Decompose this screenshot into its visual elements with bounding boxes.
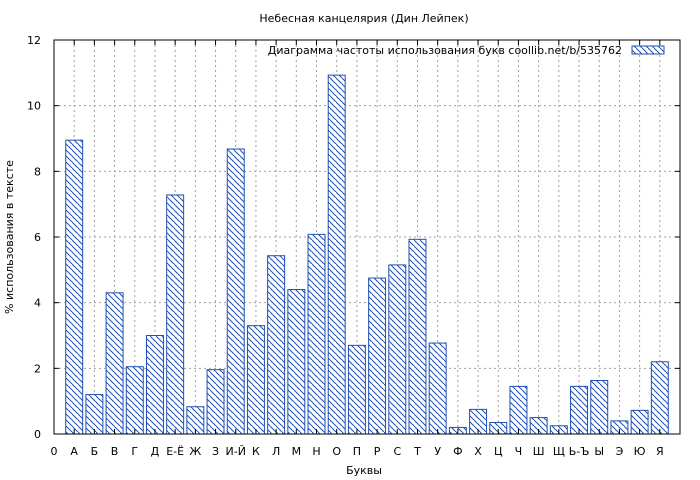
x-tick-label: К <box>252 445 260 458</box>
x-tick-label: М <box>292 445 302 458</box>
x-tick-label: Ш <box>533 445 545 458</box>
legend-label: Диаграмма частоты использования букв coo… <box>268 44 622 57</box>
bar-К <box>246 325 265 435</box>
bars <box>65 74 669 435</box>
legend: Диаграмма частоты использования букв coo… <box>268 44 665 57</box>
bar-Ь-Ъ <box>570 385 589 435</box>
x-tick-label: Б <box>91 445 99 458</box>
x-tick-label: Ю <box>634 445 646 458</box>
x-tick-label: Щ <box>553 445 565 458</box>
x-tick-label: Т <box>413 445 421 458</box>
x-tick-label: Ф <box>453 445 462 458</box>
x-tick-label: И-Й <box>226 445 246 458</box>
y-tick-label: 10 <box>27 100 41 113</box>
y-tick-label: 8 <box>34 165 41 178</box>
bar-П <box>347 344 366 435</box>
bar-Г <box>125 366 144 435</box>
x-tick-label: Ч <box>515 445 523 458</box>
bar-У <box>428 342 447 435</box>
bar-В <box>105 292 124 435</box>
y-tick-label: 6 <box>34 231 41 244</box>
bar-Н <box>307 233 326 435</box>
y-tick-label: 4 <box>34 297 41 310</box>
x-tick-label: Е-Ё <box>166 445 184 458</box>
x-tick-label: З <box>212 445 219 458</box>
bar-О <box>327 74 346 435</box>
y-tick-label: 2 <box>34 362 41 375</box>
x-tick-label: Я <box>656 445 664 458</box>
x-tick-label: Л <box>272 445 280 458</box>
x-tick-label: Р <box>374 445 381 458</box>
bar-И-Й <box>226 148 245 435</box>
y-tick-label: 0 <box>34 428 41 441</box>
bar-Я <box>650 361 669 435</box>
x-tick-label: Ж <box>189 445 201 458</box>
x-tick-label: В <box>111 445 119 458</box>
bar-Р <box>368 277 387 435</box>
x-tick-label: Д <box>151 445 160 458</box>
bar-Д <box>145 335 164 435</box>
bar-А <box>65 139 84 435</box>
x-tick-label: Ь-Ъ <box>569 445 590 458</box>
x-tick-label: Э <box>616 445 624 458</box>
x-tick-label: Ы <box>594 445 604 458</box>
bar-Л <box>267 255 286 435</box>
x-tick-label: Х <box>474 445 482 458</box>
bar-С <box>388 264 407 435</box>
x-tick-label: У <box>434 445 441 458</box>
x-tick-label: Н <box>312 445 320 458</box>
bar-Ы <box>590 379 609 435</box>
x-tick-label: О <box>332 445 341 458</box>
chart-title: Небесная канцелярия (Дин Лейпек) <box>259 12 468 25</box>
x-tick-label: 0 <box>51 445 58 458</box>
x-tick-label: Ц <box>494 445 503 458</box>
y-tick-label: 12 <box>27 34 41 47</box>
x-tick-label: С <box>393 445 401 458</box>
x-tick-label: А <box>70 445 78 458</box>
bar-Т <box>408 238 427 435</box>
legend-swatch <box>631 45 665 55</box>
bar-Б <box>85 394 104 435</box>
bar-З <box>206 369 225 435</box>
bar-Е-Ё <box>166 194 185 435</box>
x-axis-label: Буквы <box>346 464 382 477</box>
bar-М <box>287 289 306 435</box>
x-tick-label: Г <box>131 445 138 458</box>
x-tick-label: П <box>353 445 361 458</box>
bar-Ч <box>509 385 528 435</box>
y-axis-label: % использования в тексте <box>3 160 16 314</box>
